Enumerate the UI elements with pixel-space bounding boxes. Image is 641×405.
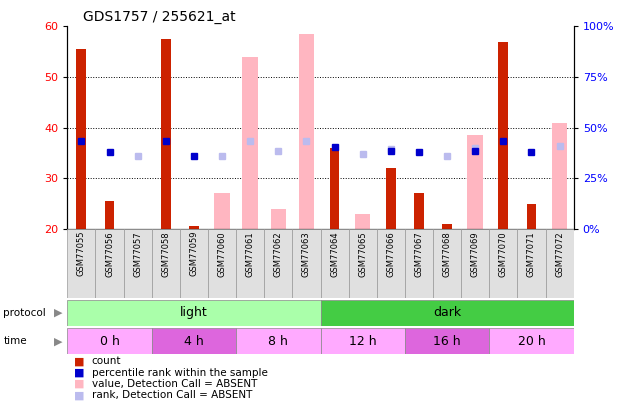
Bar [76, 49, 87, 229]
Bar [467, 135, 483, 229]
Text: GSM77065: GSM77065 [358, 231, 367, 277]
Text: GSM77070: GSM77070 [499, 231, 508, 277]
Text: GSM77068: GSM77068 [442, 231, 452, 277]
Bar [414, 194, 424, 229]
Text: GSM77058: GSM77058 [162, 231, 171, 277]
Bar [299, 34, 314, 229]
Text: 4 h: 4 h [184, 335, 204, 348]
Bar [236, 328, 320, 354]
Text: GSM77055: GSM77055 [77, 231, 86, 276]
Bar [386, 168, 395, 229]
Text: 0 h: 0 h [99, 335, 119, 348]
Bar [124, 229, 152, 298]
Bar [489, 229, 517, 298]
Text: 20 h: 20 h [518, 335, 545, 348]
Text: 8 h: 8 h [269, 335, 288, 348]
Text: ▶: ▶ [54, 336, 63, 346]
Text: GSM77060: GSM77060 [217, 231, 226, 277]
Text: protocol: protocol [3, 308, 46, 318]
Bar [499, 42, 508, 229]
Text: GSM77069: GSM77069 [470, 231, 479, 277]
Bar [405, 328, 489, 354]
Bar [329, 148, 340, 229]
Text: GSM77061: GSM77061 [246, 231, 254, 277]
Text: time: time [3, 336, 27, 346]
Bar [271, 209, 286, 229]
Bar [96, 229, 124, 298]
Bar [320, 229, 349, 298]
Text: GSM77072: GSM77072 [555, 231, 564, 277]
Bar [433, 229, 461, 298]
Bar [320, 300, 574, 326]
Bar [377, 229, 405, 298]
Text: GSM77071: GSM77071 [527, 231, 536, 277]
Bar [242, 57, 258, 229]
Bar [161, 39, 171, 229]
Text: ▶: ▶ [54, 308, 63, 318]
Bar [152, 229, 180, 298]
Bar [236, 229, 264, 298]
Text: count: count [92, 356, 121, 366]
Text: 16 h: 16 h [433, 335, 461, 348]
Bar [67, 229, 96, 298]
Bar [320, 328, 405, 354]
Text: GDS1757 / 255621_at: GDS1757 / 255621_at [83, 10, 236, 24]
Bar [152, 328, 236, 354]
Bar [292, 229, 320, 298]
Bar [67, 300, 320, 326]
Bar [489, 328, 574, 354]
Bar [214, 194, 229, 229]
Text: GSM77066: GSM77066 [387, 231, 395, 277]
Bar [517, 229, 545, 298]
Bar [67, 328, 152, 354]
Bar [442, 224, 452, 229]
Text: GSM77059: GSM77059 [189, 231, 199, 276]
Bar [104, 201, 115, 229]
Text: dark: dark [433, 306, 461, 320]
Bar [189, 226, 199, 229]
Text: ■: ■ [74, 368, 84, 377]
Bar [405, 229, 433, 298]
Text: ■: ■ [74, 390, 84, 400]
Text: GSM77064: GSM77064 [330, 231, 339, 277]
Bar [264, 229, 292, 298]
Bar [461, 229, 489, 298]
Text: GSM77067: GSM77067 [415, 231, 424, 277]
Text: light: light [180, 306, 208, 320]
Bar [552, 122, 567, 229]
Text: rank, Detection Call = ABSENT: rank, Detection Call = ABSENT [92, 390, 252, 400]
Text: GSM77062: GSM77062 [274, 231, 283, 277]
Text: GSM77056: GSM77056 [105, 231, 114, 277]
Bar [349, 229, 377, 298]
Bar [208, 229, 236, 298]
Text: ■: ■ [74, 356, 84, 366]
Text: GSM77063: GSM77063 [302, 231, 311, 277]
Bar [355, 214, 370, 229]
Bar [180, 229, 208, 298]
Text: 12 h: 12 h [349, 335, 376, 348]
Text: GSM77057: GSM77057 [133, 231, 142, 277]
Bar [526, 203, 537, 229]
Bar [545, 229, 574, 298]
Text: ■: ■ [74, 379, 84, 389]
Text: value, Detection Call = ABSENT: value, Detection Call = ABSENT [92, 379, 257, 389]
Text: percentile rank within the sample: percentile rank within the sample [92, 368, 267, 377]
